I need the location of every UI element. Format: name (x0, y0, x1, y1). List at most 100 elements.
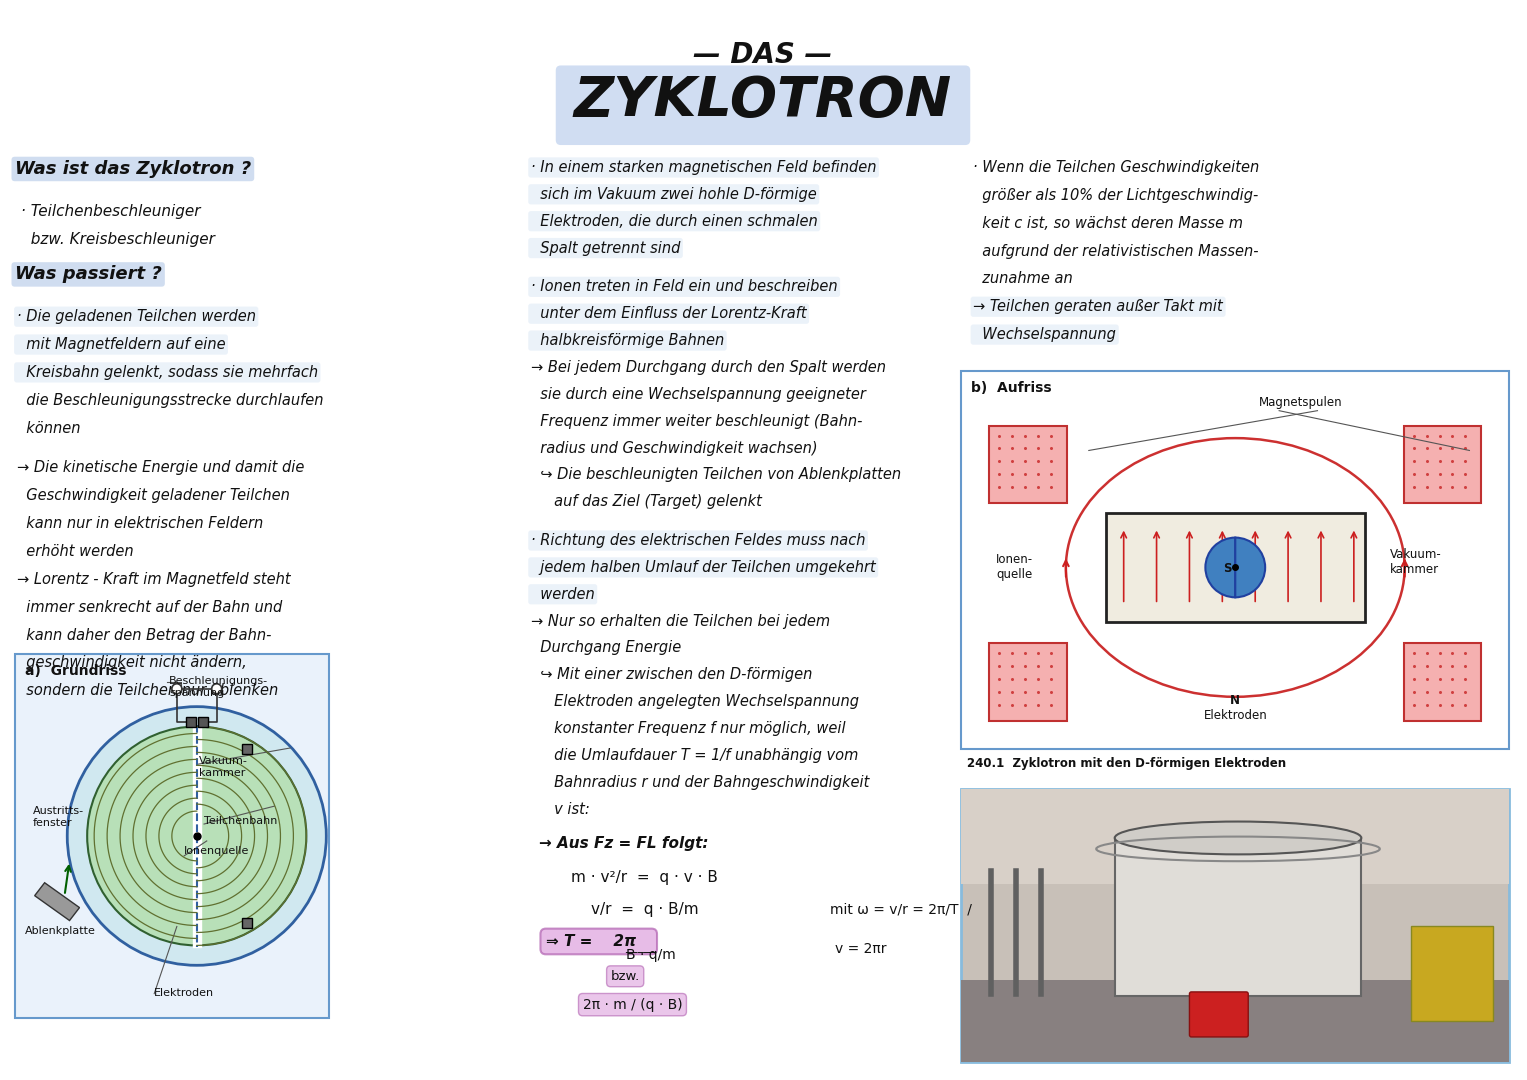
Text: B · q/m: B · q/m (626, 948, 675, 962)
Wedge shape (1235, 538, 1266, 597)
Wedge shape (87, 727, 197, 945)
Polygon shape (35, 882, 79, 920)
Text: Durchgang Energie: Durchgang Energie (531, 640, 681, 656)
Text: Ionenquelle: Ionenquelle (185, 846, 249, 856)
Text: Elektroden: Elektroden (154, 988, 214, 998)
Text: ZYKLOTRON: ZYKLOTRON (574, 75, 953, 129)
Text: sondern die Teilchen nur ablenken: sondern die Teilchen nur ablenken (17, 684, 278, 699)
Text: v = 2πr: v = 2πr (835, 942, 886, 956)
Text: Elektroden angelegten Wechselspannung: Elektroden angelegten Wechselspannung (531, 694, 858, 710)
Text: werden: werden (531, 586, 594, 602)
Text: v ist:: v ist: (531, 801, 589, 816)
Text: Wechselspannung: Wechselspannung (973, 327, 1116, 342)
Text: sie durch eine Wechselspannung geeigneter: sie durch eine Wechselspannung geeignete… (531, 387, 866, 402)
FancyBboxPatch shape (962, 788, 1509, 885)
Text: · Die geladenen Teilchen werden: · Die geladenen Teilchen werden (17, 309, 255, 324)
Text: · Teilchenbeschleuniger: · Teilchenbeschleuniger (21, 204, 200, 219)
Text: Bahnradius r und der Bahngeschwindigkeit: Bahnradius r und der Bahngeschwindigkeit (531, 774, 869, 789)
Text: sich im Vakuum zwei hohle D-förmige: sich im Vakuum zwei hohle D-förmige (531, 187, 817, 202)
Text: Beschleunigungs-
spannung: Beschleunigungs- spannung (169, 676, 269, 698)
Text: konstanter Frequenz f nur möglich, weil: konstanter Frequenz f nur möglich, weil (531, 721, 846, 737)
FancyBboxPatch shape (186, 717, 195, 727)
FancyBboxPatch shape (15, 654, 328, 1017)
Text: geschwindigkeit nicht ändern,: geschwindigkeit nicht ändern, (17, 656, 246, 671)
FancyBboxPatch shape (962, 788, 1509, 1063)
Ellipse shape (1115, 822, 1361, 854)
Text: v/r  =  q · B/m: v/r = q · B/m (591, 902, 698, 917)
Text: mit ω = v/r = 2π/T  /: mit ω = v/r = 2π/T / (829, 902, 971, 916)
Text: N: N (1231, 694, 1240, 707)
Text: immer senkrecht auf der Bahn und: immer senkrecht auf der Bahn und (17, 599, 282, 615)
Text: kann nur in elektrischen Feldern: kann nur in elektrischen Feldern (17, 516, 263, 531)
Text: Austritts-
fenster: Austritts- fenster (32, 806, 84, 827)
Text: zunahme an: zunahme an (973, 271, 1073, 286)
Text: Kreisbahn gelenkt, sodass sie mehrfach: Kreisbahn gelenkt, sodass sie mehrfach (17, 365, 318, 380)
Text: halbkreisförmige Bahnen: halbkreisförmige Bahnen (531, 333, 724, 348)
Text: auf das Ziel (Target) gelenkt: auf das Ziel (Target) gelenkt (531, 495, 762, 510)
Text: → Die kinetische Energie und damit die: → Die kinetische Energie und damit die (17, 460, 304, 475)
Text: kann daher den Betrag der Bahn-: kann daher den Betrag der Bahn- (17, 627, 272, 643)
FancyBboxPatch shape (1403, 426, 1481, 503)
Text: · Wenn die Teilchen Geschwindigkeiten: · Wenn die Teilchen Geschwindigkeiten (973, 160, 1260, 175)
Text: Vakuum-
kammer: Vakuum- kammer (199, 756, 247, 778)
FancyBboxPatch shape (1106, 513, 1365, 622)
FancyBboxPatch shape (962, 370, 1509, 748)
Text: radius und Geschwindigkeit wachsen): radius und Geschwindigkeit wachsen) (531, 441, 817, 456)
Text: Frequenz immer weiter beschleunigt (Bahn-: Frequenz immer weiter beschleunigt (Bahn… (531, 414, 863, 429)
Text: → Aus Fz = FL folgt:: → Aus Fz = FL folgt: (539, 837, 709, 851)
Text: 240.1  Zyklotron mit den D-förmigen Elektroden: 240.1 Zyklotron mit den D-förmigen Elekt… (967, 757, 1286, 770)
FancyBboxPatch shape (1411, 926, 1493, 1022)
Circle shape (212, 684, 221, 693)
FancyBboxPatch shape (1115, 838, 1361, 996)
FancyBboxPatch shape (1403, 644, 1481, 721)
FancyBboxPatch shape (962, 981, 1509, 1063)
Text: größer als 10% der Lichtgeschwindig-: größer als 10% der Lichtgeschwindig- (973, 188, 1258, 203)
Text: jedem halben Umlauf der Teilchen umgekehrt: jedem halben Umlauf der Teilchen umgekeh… (531, 559, 875, 575)
Circle shape (67, 706, 327, 966)
Text: Vakuum-
kammer: Vakuum- kammer (1390, 548, 1441, 576)
Text: Spalt getrennt sind: Spalt getrennt sind (531, 241, 680, 256)
Wedge shape (197, 727, 307, 945)
Wedge shape (1205, 538, 1235, 597)
Text: → Bei jedem Durchgang durch den Spalt werden: → Bei jedem Durchgang durch den Spalt we… (531, 360, 886, 375)
Text: bzw. Kreisbeschleuniger: bzw. Kreisbeschleuniger (21, 231, 215, 246)
Text: · Richtung des elektrischen Feldes muss nach: · Richtung des elektrischen Feldes muss … (531, 534, 866, 548)
Text: · Ionen treten in Feld ein und beschreiben: · Ionen treten in Feld ein und beschreib… (531, 280, 837, 295)
Text: Ablenkplatte: Ablenkplatte (24, 926, 96, 935)
Text: ⇒ T =    2π: ⇒ T = 2π (545, 934, 652, 949)
FancyBboxPatch shape (243, 918, 252, 929)
Text: b)  Aufriss: b) Aufriss (971, 381, 1052, 395)
Text: Elektroden, die durch einen schmalen: Elektroden, die durch einen schmalen (531, 214, 817, 229)
Text: · In einem starken magnetischen Feld befinden: · In einem starken magnetischen Feld bef… (531, 160, 876, 175)
Text: erhöht werden: erhöht werden (17, 544, 133, 559)
Text: können: können (17, 420, 81, 435)
Text: S: S (1223, 563, 1232, 576)
Text: Was ist das Zyklotron ?: Was ist das Zyklotron ? (15, 160, 250, 178)
FancyBboxPatch shape (556, 66, 970, 145)
Text: → Teilchen geraten außer Takt mit: → Teilchen geraten außer Takt mit (973, 299, 1223, 314)
Text: → Nur so erhalten die Teilchen bei jedem: → Nur so erhalten die Teilchen bei jedem (531, 613, 831, 629)
Text: keit c ist, so wächst deren Masse m: keit c ist, so wächst deren Masse m (973, 216, 1243, 231)
FancyBboxPatch shape (1190, 991, 1248, 1037)
Text: a)  Grundriss: a) Grundriss (24, 664, 127, 678)
Text: → Lorentz - Kraft im Magnetfeld steht: → Lorentz - Kraft im Magnetfeld steht (17, 571, 290, 586)
Text: Was passiert ?: Was passiert ? (15, 266, 162, 283)
Text: mit Magnetfeldern auf eine: mit Magnetfeldern auf eine (17, 337, 226, 352)
Text: die Umlaufdauer T = 1/f unabhängig vom: die Umlaufdauer T = 1/f unabhängig vom (531, 748, 858, 762)
Text: Geschwindigkeit geladener Teilchen: Geschwindigkeit geladener Teilchen (17, 488, 290, 503)
Text: Elektroden: Elektroden (1203, 710, 1267, 723)
Text: — DAS —: — DAS — (693, 41, 832, 69)
Text: m · v²/r  =  q · v · B: m · v²/r = q · v · B (571, 870, 718, 886)
FancyBboxPatch shape (199, 717, 208, 727)
Text: aufgrund der relativistischen Massen-: aufgrund der relativistischen Massen- (973, 243, 1258, 258)
Text: ↪ Mit einer zwischen den D-förmigen: ↪ Mit einer zwischen den D-förmigen (531, 667, 812, 683)
Text: 2π · m / (q · B): 2π · m / (q · B) (583, 998, 683, 1012)
Text: bzw.: bzw. (611, 970, 640, 983)
Text: _____: _____ (626, 940, 657, 953)
Circle shape (173, 684, 182, 693)
Text: Ionen-
quelle: Ionen- quelle (996, 553, 1034, 581)
Text: ↪ Die beschleunigten Teilchen von Ablenkplatten: ↪ Die beschleunigten Teilchen von Ablenk… (531, 468, 901, 483)
FancyBboxPatch shape (243, 744, 252, 754)
Text: die Beschleunigungsstrecke durchlaufen: die Beschleunigungsstrecke durchlaufen (17, 393, 324, 408)
Text: unter dem Einfluss der Lorentz-Kraft: unter dem Einfluss der Lorentz-Kraft (531, 307, 806, 321)
